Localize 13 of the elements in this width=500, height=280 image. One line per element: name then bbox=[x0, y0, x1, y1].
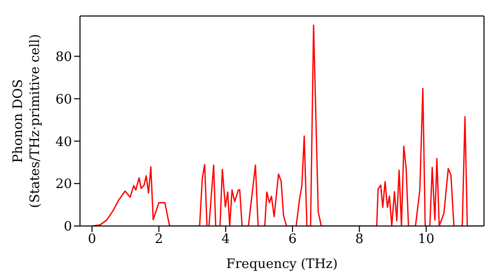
x-tick-label: 2 bbox=[154, 232, 163, 248]
x-tick-label: 6 bbox=[288, 232, 297, 248]
x-axis-title: Frequency (THz) bbox=[226, 257, 338, 272]
x-tick-label: 10 bbox=[418, 232, 434, 248]
x-tick-label: 8 bbox=[355, 232, 364, 248]
x-tick-label: 0 bbox=[88, 232, 96, 248]
y-tick-label: 80 bbox=[55, 50, 72, 65]
y-tick-label: 40 bbox=[55, 134, 72, 150]
y-axis-title: Phonon DOS (States/THz·primitive cell) bbox=[11, 34, 43, 208]
x-tick-label: 4 bbox=[222, 232, 230, 248]
y-tick-label: 60 bbox=[55, 92, 72, 108]
y-tick-label: 0 bbox=[64, 220, 72, 235]
y-tick-label: 20 bbox=[55, 177, 72, 192]
